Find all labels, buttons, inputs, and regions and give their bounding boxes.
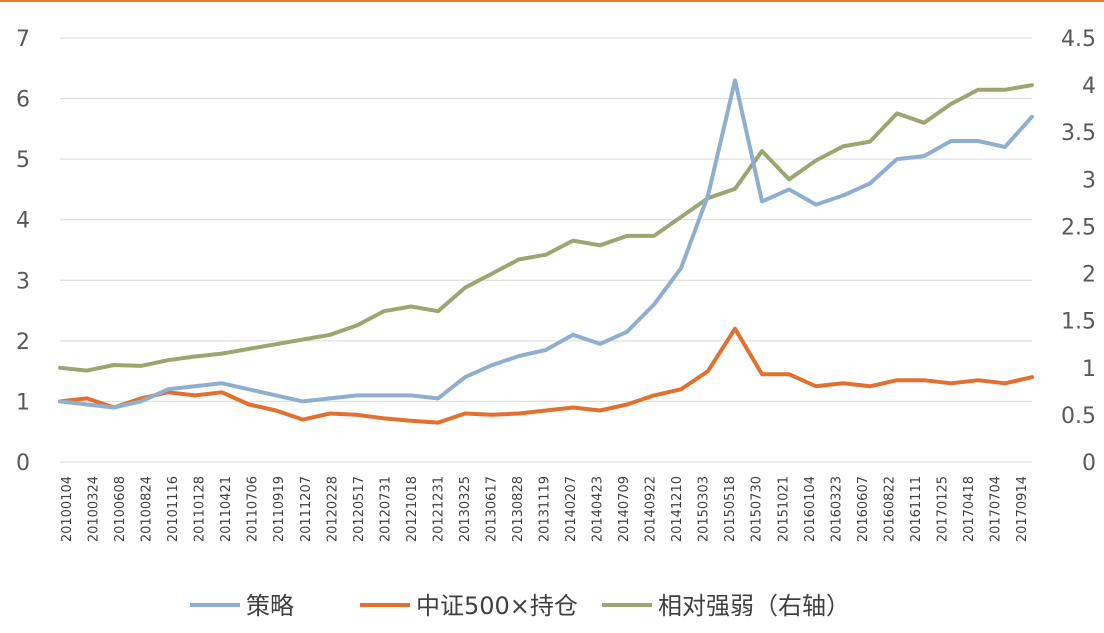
x-tick-label: 20100608	[113, 476, 128, 542]
legend-label: 策略	[246, 592, 294, 620]
x-tick-label: 20131119	[538, 476, 553, 542]
right-tick-label: 4	[1082, 74, 1096, 99]
x-tick-label: 20150730	[750, 476, 765, 542]
x-tick-label: 20170704	[988, 476, 1003, 542]
right-tick-label: 4.5	[1061, 27, 1096, 52]
x-tick-label: 20160607	[856, 476, 871, 542]
x-tick-label: 20130325	[458, 476, 473, 542]
legend: 策略 中证500×持仓 相对强弱（右轴）	[190, 592, 850, 620]
legend-label: 相对强弱（右轴）	[658, 592, 850, 620]
series-line-2	[58, 83, 1034, 373]
left-tick-label: 2	[16, 330, 30, 355]
series-lines	[58, 78, 1034, 425]
x-tick-label: 20170418	[962, 476, 977, 542]
x-tick-label: 20140423	[591, 476, 606, 542]
left-tick-label: 0	[16, 451, 30, 476]
x-tick-label: 20121231	[431, 476, 446, 542]
right-tick-label: 1	[1082, 357, 1096, 382]
x-tick-label: 20140207	[564, 476, 579, 542]
left-tick-label: 7	[16, 27, 30, 52]
x-tick-label: 20100824	[140, 476, 155, 542]
x-tick-label: 20120228	[325, 476, 340, 542]
right-tick-label: 2.5	[1061, 215, 1096, 240]
series-line-0	[58, 78, 1034, 410]
x-tick-label: 20130617	[484, 476, 499, 542]
x-tick-label: 20120731	[378, 476, 393, 542]
x-tick-label: 20150518	[723, 476, 738, 542]
x-tick-label: 20110421	[219, 476, 234, 542]
left-tick-label: 5	[16, 148, 30, 173]
x-tick-label: 20170125	[935, 476, 950, 542]
x-tick-label: 20150303	[697, 476, 712, 542]
left-tick-label: 1	[16, 390, 30, 415]
x-tick-label: 20151021	[776, 476, 791, 542]
x-tick-label: 20121018	[405, 476, 420, 542]
x-tick-label: 20110919	[272, 476, 287, 542]
x-tick-label: 20140709	[617, 476, 632, 542]
right-tick-label: 0	[1082, 451, 1096, 476]
x-axis-ticks: 20100104 20100324 20100608 20100824 20101116…	[60, 476, 1030, 542]
x-tick-label: 20120517	[352, 476, 367, 542]
x-tick-label: 20170914	[1015, 476, 1030, 542]
x-tick-label: 20100324	[87, 476, 102, 542]
x-tick-label: 20100104	[60, 476, 75, 542]
x-tick-label: 20160104	[803, 476, 818, 542]
series-line-1	[58, 326, 1034, 425]
x-tick-label: 20101116	[166, 476, 181, 542]
top-accent-rule	[0, 0, 1104, 2]
x-tick-label: 20161111	[909, 476, 924, 542]
left-axis-ticks: 0 1 2 3 4 5 6 7	[16, 27, 30, 476]
right-axis-ticks: 0 0.5 1 1.5 2 2.5 3 3.5 4 4.5	[1061, 27, 1096, 476]
right-tick-label: 3.5	[1061, 121, 1096, 146]
left-tick-label: 6	[16, 88, 30, 113]
x-tick-label: 20141210	[670, 476, 685, 542]
right-tick-label: 2	[1082, 263, 1096, 288]
x-tick-label: 20160822	[882, 476, 897, 542]
right-tick-label: 3	[1082, 168, 1096, 193]
right-tick-label: 1.5	[1061, 310, 1096, 335]
x-tick-label: 20130828	[511, 476, 526, 542]
grid-lines	[60, 37, 1032, 463]
x-tick-label: 20110706	[246, 476, 261, 542]
left-tick-label: 3	[16, 269, 30, 294]
x-tick-label: 20111207	[299, 476, 314, 542]
x-tick-label: 20160323	[829, 476, 844, 542]
x-tick-label: 20110128	[193, 476, 208, 542]
right-tick-label: 0.5	[1061, 404, 1096, 429]
left-tick-label: 4	[16, 209, 30, 234]
x-tick-label: 20140922	[644, 476, 659, 542]
legend-label: 中证500×持仓	[416, 592, 578, 620]
